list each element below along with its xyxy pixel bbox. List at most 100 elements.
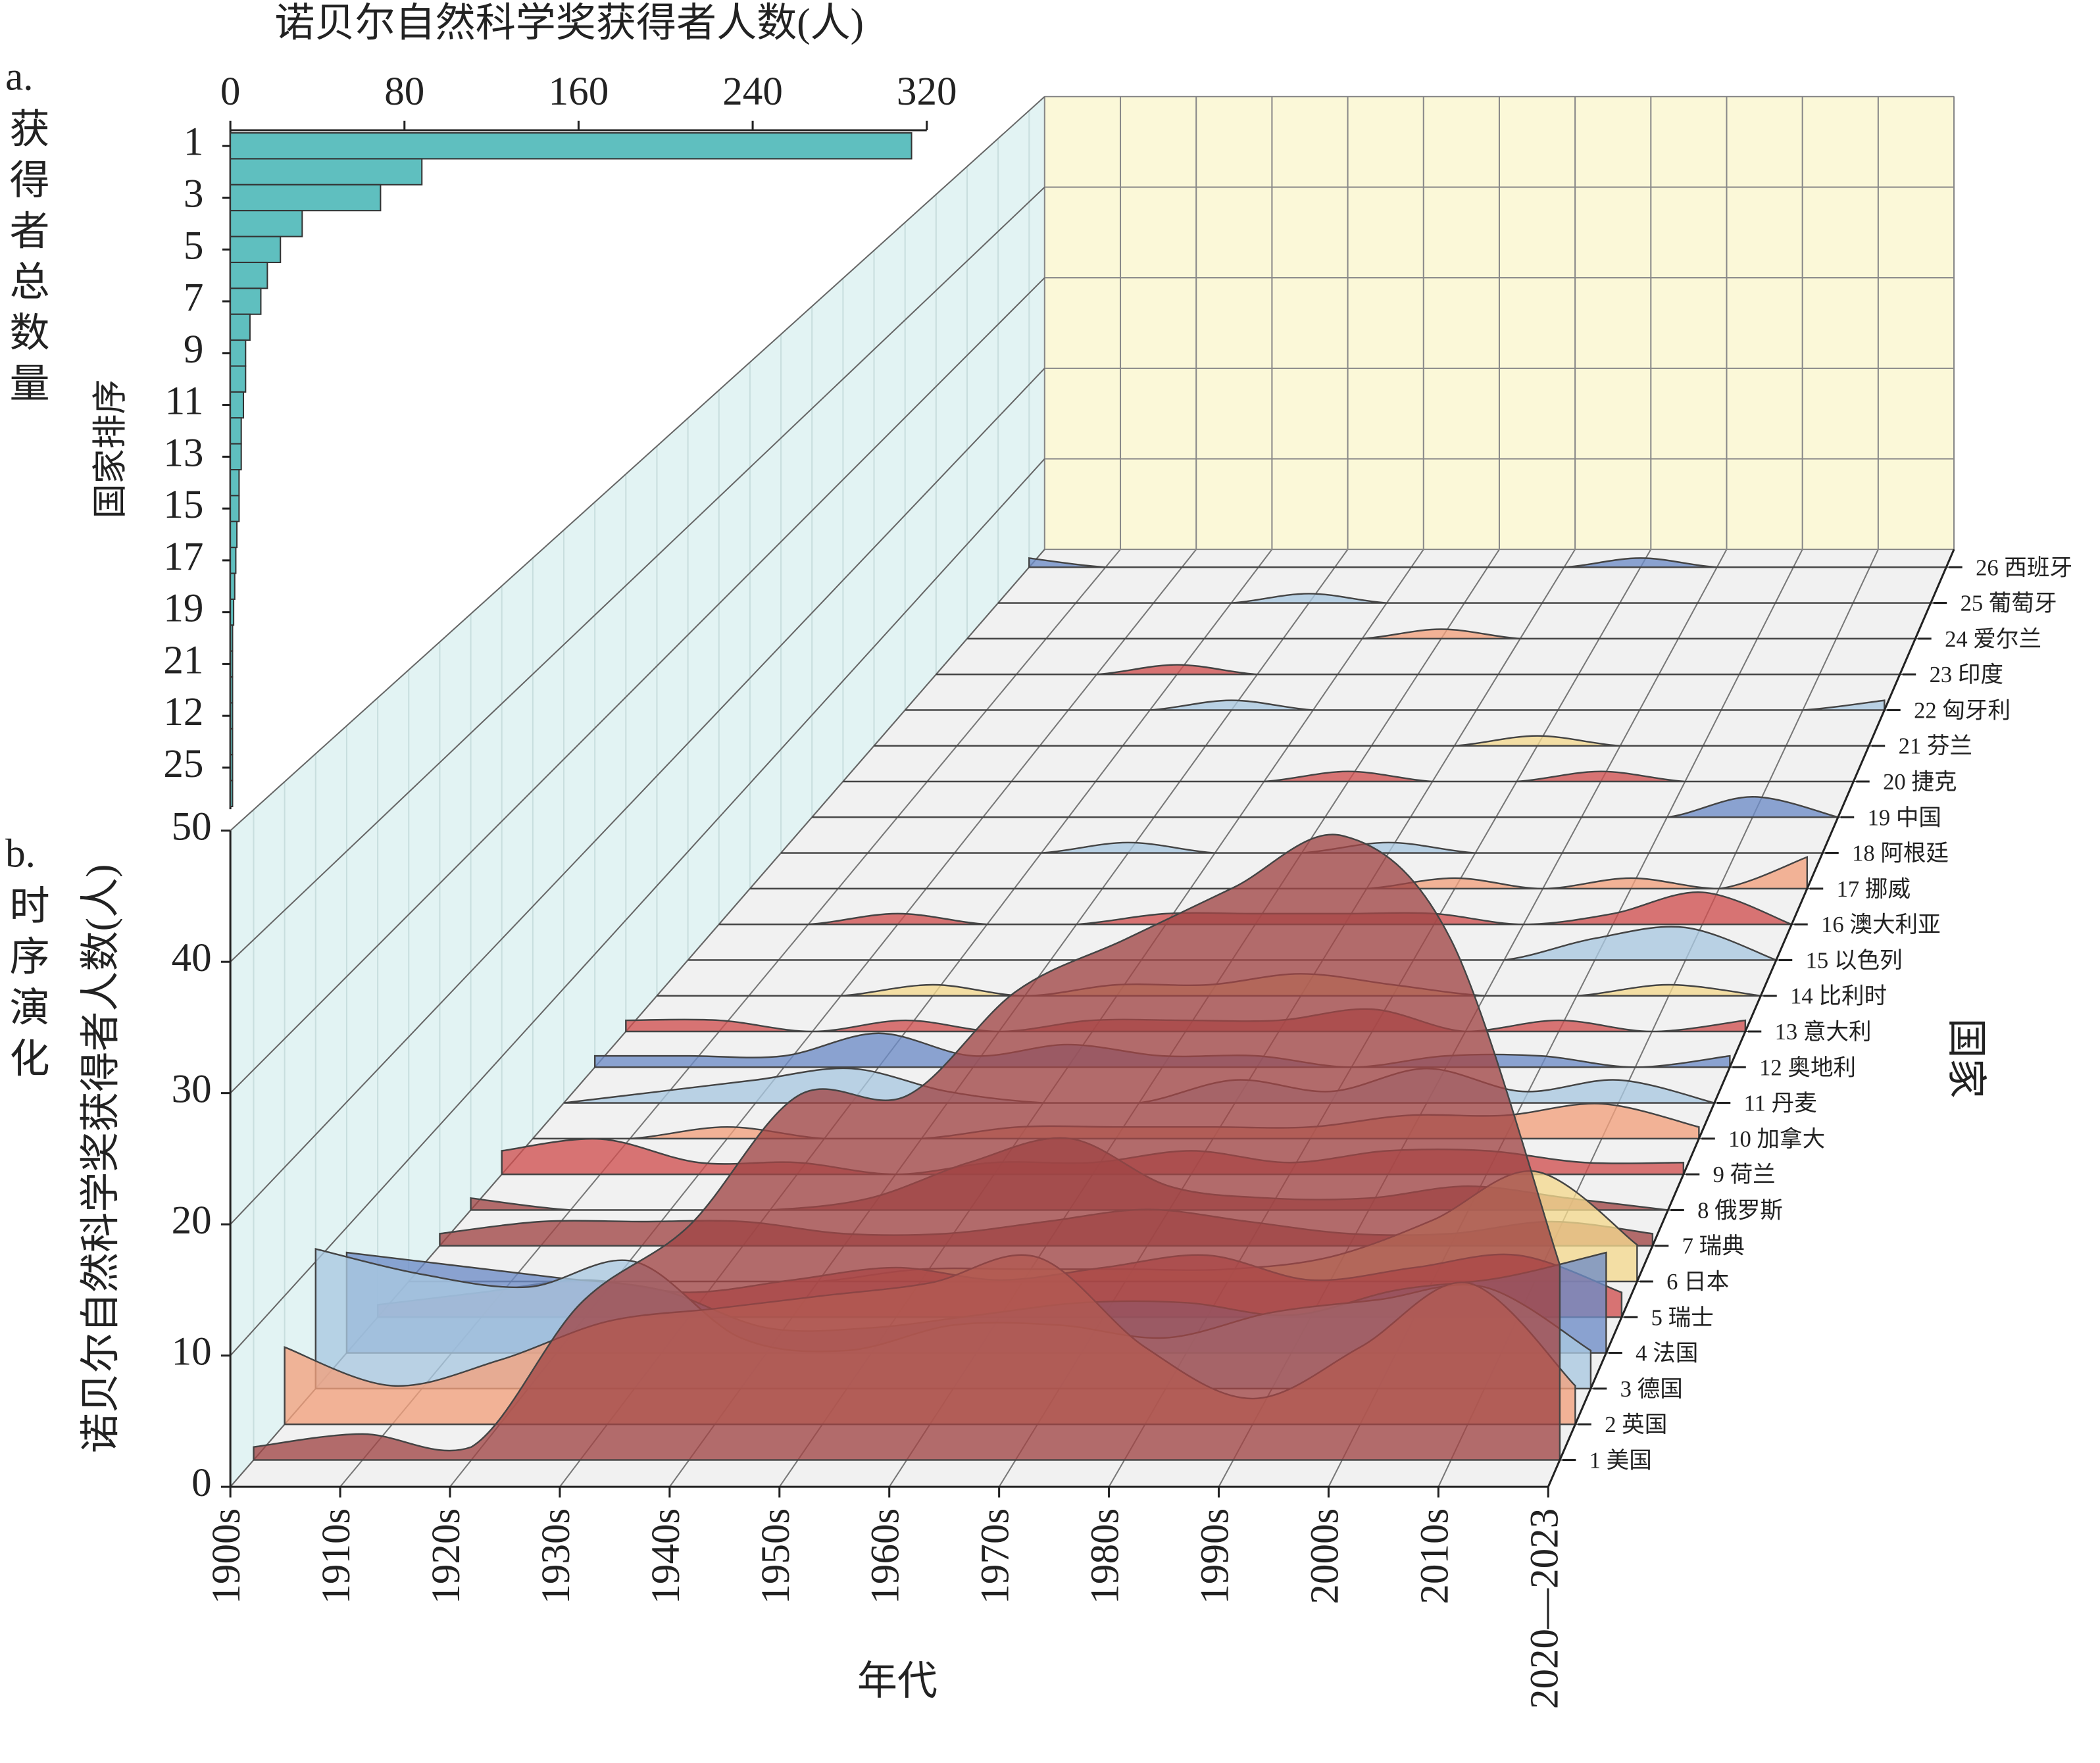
y-tick-label: 50: [172, 805, 212, 849]
y-tick-label: 0: [191, 1461, 212, 1505]
z-axis: [1547, 549, 1955, 1487]
ridge-area: [905, 699, 1886, 711]
grid-line: [230, 368, 1045, 1225]
y-tick-label: 3: [184, 172, 204, 216]
z-tick-label: 22 匈牙利: [1914, 698, 2011, 723]
z-tick-label: 8 俄罗斯: [1697, 1198, 1783, 1223]
bar: [230, 391, 245, 419]
z-tick-label: 13 意大利: [1775, 1020, 1872, 1045]
ridge-area: [812, 795, 1839, 818]
y-tick-label: 21: [163, 638, 203, 682]
z-tick-label: 11 丹麦: [1744, 1091, 1817, 1116]
z-axis-label: 国家: [1943, 1018, 1988, 1099]
chart-title: 诺贝尔自然科学奖获得者人数(人): [274, 1, 864, 45]
bar: [230, 443, 242, 471]
x-tick-label: 1940s: [644, 1508, 688, 1604]
bar: [230, 495, 240, 522]
z-tick-label: 19 中国: [1868, 805, 1941, 830]
y-axis-label: 国家排序: [91, 380, 130, 519]
x-tick-label: 80: [384, 70, 424, 114]
z-tick-label: 15 以色列: [1806, 948, 1903, 973]
bar: [230, 650, 234, 678]
y-tick-label: 19: [163, 587, 203, 631]
z-tick-label: 18 阿根廷: [1852, 841, 1949, 866]
z-tick-label: 5 瑞士: [1651, 1305, 1714, 1330]
x-tick-label: 240: [722, 70, 783, 114]
z-tick-label: 9 荷兰: [1713, 1162, 1776, 1187]
z-tick-label: 7 瑞典: [1682, 1234, 1745, 1259]
y-tick-label: 11: [165, 380, 204, 424]
ridge-area: [966, 628, 1916, 640]
bar: [230, 702, 234, 730]
ridge-area: [1028, 557, 1947, 568]
ridge-area: [874, 735, 1869, 747]
y-tick-label: 12: [163, 690, 203, 734]
bar: [230, 339, 247, 367]
left-wall: [230, 96, 1045, 1487]
y-tick-label: 25: [163, 742, 203, 786]
grid-line: [230, 277, 1045, 1094]
x-tick-label: 2000s: [1303, 1508, 1347, 1604]
bar: [230, 365, 247, 393]
z-tick-label: 16 澳大利亚: [1821, 912, 1941, 937]
y-tick-label: 30: [172, 1068, 212, 1112]
bar: [230, 236, 282, 263]
x-tick-label: 1900s: [205, 1508, 249, 1604]
z-tick-label: 21 芬兰: [1899, 734, 1972, 759]
ridge-area: [936, 664, 1900, 676]
bar: [230, 572, 236, 600]
x-tick-label: 160: [549, 70, 609, 114]
bar: [230, 210, 303, 237]
y-tick-label: 17: [163, 535, 203, 579]
bar: [230, 624, 234, 652]
z-tick-label: 17 挪威: [1837, 877, 1911, 902]
z-tick-label: 6 日本: [1666, 1270, 1729, 1295]
bar: [230, 184, 382, 212]
z-tick-label: 26 西班牙: [1976, 555, 2072, 580]
x-tick-label: 1980s: [1084, 1508, 1128, 1604]
ridge-area: [998, 593, 1931, 604]
x-tick-label: 1990s: [1193, 1508, 1238, 1604]
y-tick-label: 5: [184, 224, 204, 268]
z-tick-label: 1 美国: [1589, 1448, 1652, 1473]
bar: [230, 313, 251, 341]
panel-label: a.: [5, 55, 33, 99]
y-tick-label: 13: [163, 431, 203, 475]
x-tick-label: 1910s: [314, 1508, 359, 1604]
panel-title: 时序演化: [3, 884, 49, 1087]
bar: [230, 520, 238, 549]
y-tick-label: 7: [184, 276, 204, 320]
y-tick-label: 10: [172, 1330, 212, 1374]
y-tick-label: 1: [184, 120, 204, 164]
bar: [230, 261, 268, 289]
y-axis-label: 诺贝尔自然科学奖获得者人数(人): [79, 864, 123, 1454]
bar: [230, 158, 423, 186]
grid-line: [230, 96, 1045, 832]
bar: [230, 547, 237, 574]
z-tick-label: 14 比利时: [1790, 984, 1887, 1009]
panel-title: 获得者总数量: [3, 107, 49, 412]
x-axis-label: 年代: [857, 1659, 938, 1703]
grid-line: [230, 458, 1045, 1356]
bar: [230, 754, 234, 782]
bar: [230, 468, 240, 497]
x-tick-label: 0: [220, 70, 241, 114]
z-tick-label: 24 爱尔兰: [1945, 627, 2041, 652]
x-tick-label: 1950s: [754, 1508, 798, 1604]
bar: [230, 728, 234, 756]
x-tick-label: 320: [897, 70, 957, 114]
x-tick-label: 1930s: [534, 1508, 578, 1604]
z-tick-label: 23 印度: [1930, 662, 2003, 687]
bar: [230, 287, 262, 315]
bar: [230, 132, 913, 160]
y-tick-label: 20: [172, 1199, 212, 1243]
z-tick-label: 2 英国: [1605, 1412, 1667, 1437]
ridge-area: [253, 833, 1561, 1461]
z-tick-label: 12 奥地利: [1759, 1055, 1856, 1080]
bar: [230, 598, 235, 626]
x-tick-label: 1970s: [974, 1508, 1018, 1604]
z-tick-label: 25 葡萄牙: [1961, 591, 2057, 616]
z-tick-label: 20 捷克: [1883, 770, 1957, 795]
panel-label: b.: [5, 832, 36, 876]
